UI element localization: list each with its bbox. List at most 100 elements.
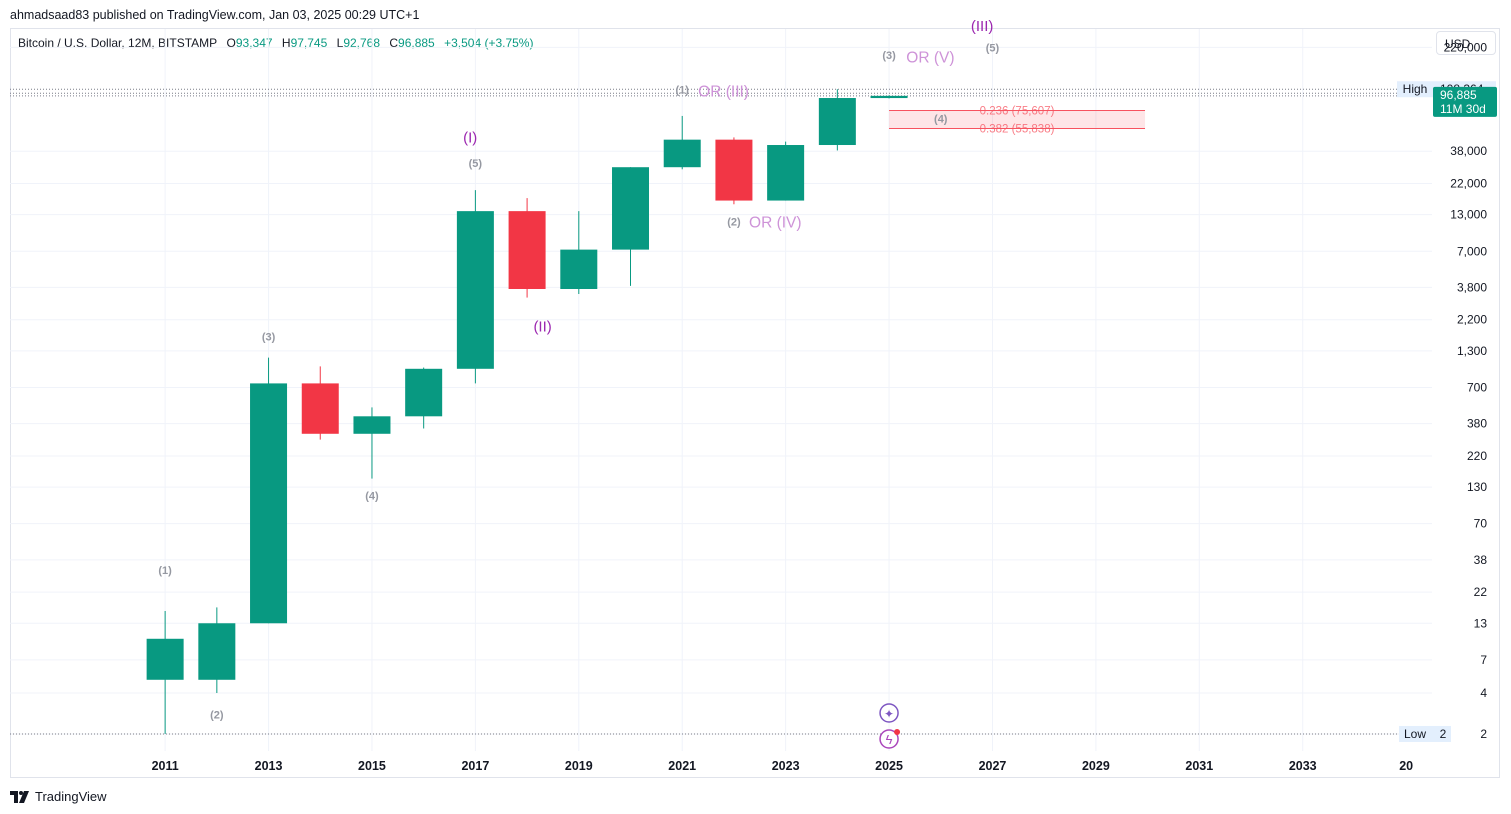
candle-body <box>818 98 856 146</box>
wave-label: (4) <box>934 113 948 125</box>
price-tag-bg <box>1433 86 1497 117</box>
published-caption: ahmadsaad83 published on TradingView.com… <box>10 8 420 22</box>
low-value: 92,768 <box>343 36 381 50</box>
y-tick-label: 700 <box>1467 380 1487 394</box>
close-label: C <box>389 36 399 50</box>
candle-2014[interactable] <box>301 366 339 440</box>
x-tick-label: 2029 <box>1082 759 1110 773</box>
high-badge-label: High <box>1403 82 1428 96</box>
reference-lines <box>10 88 1432 735</box>
high-label: H <box>281 36 291 50</box>
tradingview-brand[interactable]: TradingView <box>10 789 107 804</box>
candle-2016[interactable] <box>405 367 443 429</box>
x-tick-label: 2015 <box>358 759 386 773</box>
candle-2013[interactable] <box>250 357 288 624</box>
candle-2019[interactable] <box>560 211 598 294</box>
candles[interactable] <box>146 89 908 734</box>
candle-2020[interactable] <box>612 167 650 286</box>
lightning-icon-glyph: ϟ <box>886 732 893 747</box>
price-tag-value: 96,885 <box>1440 88 1477 102</box>
low-badge-bg <box>1399 725 1451 742</box>
candle-2023[interactable] <box>767 141 805 201</box>
x-tick-label: 2023 <box>772 759 800 773</box>
change-value: +3,504 (+3.75%) <box>444 36 534 50</box>
y-tick-label: 38 <box>1474 553 1488 567</box>
wave-label: OR (V) <box>906 50 954 67</box>
candle-body <box>663 139 701 168</box>
low-label: L <box>336 36 344 50</box>
lightning-icon-ring <box>879 729 899 749</box>
wave-label: OR (III) <box>698 83 749 100</box>
candle-2017[interactable] <box>456 190 494 384</box>
fib-retracement[interactable]: 0.236 (75,607) 0.382 (55,838) <box>889 106 1146 136</box>
wave-label: (4) <box>365 491 379 503</box>
y-tick-label: 1,300 <box>1457 344 1487 358</box>
x-tick-label: 2033 <box>1289 759 1317 773</box>
candle-2022[interactable] <box>715 137 753 205</box>
sparkle-icon-glyph: ✦ <box>884 707 894 721</box>
y-tick-label: 3,800 <box>1457 280 1487 294</box>
y-tick-label: 7,000 <box>1457 244 1487 258</box>
sparkle-icon[interactable]: ✦ <box>879 703 899 723</box>
x-tick-label: 20 <box>1399 759 1413 773</box>
high-badge-bg <box>1397 81 1433 98</box>
x-tick-label: 2017 <box>461 759 489 773</box>
y-tick-label: 2 <box>1480 727 1487 741</box>
x-tick-label: 2013 <box>255 759 283 773</box>
fib-zone <box>889 110 1146 129</box>
x-axis: 2011 2013 2015 2017 2019 2021 2023 2025 2027 2029… <box>152 759 1414 773</box>
candle-2011[interactable] <box>146 610 184 734</box>
y-tick-label: 130 <box>1467 480 1487 494</box>
wave-label: (3) <box>882 50 896 62</box>
low-badge-label: Low <box>1404 727 1426 741</box>
x-tick-label: 2031 <box>1185 759 1213 773</box>
candle-body <box>405 368 443 417</box>
candle-body <box>146 638 184 680</box>
wave-labels: (1) (2) (3) (4) (5) (I) (II) (1) OR (III) (2) OR (… <box>158 18 999 721</box>
close-value: 96,885 <box>398 36 435 50</box>
candle-body <box>560 249 598 289</box>
wave-label: (2) <box>727 217 741 229</box>
currency-button[interactable]: USD <box>1436 31 1496 55</box>
wave-label: (II) <box>533 319 551 336</box>
y-tick-label: 22 <box>1474 585 1488 599</box>
candle-body <box>198 623 236 680</box>
wave-label: (5) <box>986 43 1000 55</box>
fib-level-label: 0.236 (75,607) <box>980 106 1055 118</box>
candle-body <box>301 383 339 434</box>
low-value-label: 2 <box>1440 727 1447 741</box>
y-tick-label: 38,000 <box>1450 144 1487 158</box>
symbol-title[interactable]: Bitcoin / U.S. Dollar, 12M, BITSTAMP <box>18 36 218 50</box>
y-tick-label: 380 <box>1467 417 1487 431</box>
candle-2025[interactable] <box>870 95 908 99</box>
y-tick-label: 13 <box>1474 616 1488 630</box>
wave-label: (5) <box>469 158 483 170</box>
candle-body <box>612 167 650 250</box>
x-tick-label: 2021 <box>668 759 696 773</box>
y-tick-label: 2,200 <box>1457 313 1487 327</box>
candle-2021[interactable] <box>663 115 701 170</box>
x-tick-label: 2011 <box>152 759 179 773</box>
chart-frame <box>10 28 1500 778</box>
y-axis: 220,000 38,000 22,000 13,000 7,000 3,800 2,200… <box>1444 40 1488 741</box>
candle-2018[interactable] <box>508 198 546 298</box>
tradingview-logo-icon <box>10 790 29 803</box>
x-tick-label: 2025 <box>875 759 903 773</box>
lightning-icon[interactable]: ϟ <box>879 729 901 749</box>
symbol-legend: Bitcoin / U.S. Dollar, 12M, BITSTAMP O93… <box>18 36 533 50</box>
candle-body <box>456 211 494 369</box>
wave-label: (1) <box>675 84 689 96</box>
fib-level-label: 0.382 (55,838) <box>980 123 1055 135</box>
candle-2012[interactable] <box>198 607 236 693</box>
candle-body <box>715 139 753 201</box>
wave-label: OR (IV) <box>749 214 802 231</box>
x-tick-label: 2019 <box>565 759 593 773</box>
bottom-icons[interactable]: ✦ϟ <box>879 703 901 749</box>
wave-label: (I) <box>463 130 477 147</box>
candle-2024[interactable] <box>818 89 856 151</box>
candle-body <box>767 145 805 201</box>
candle-2015[interactable] <box>353 407 391 479</box>
y-tick-label: 13,000 <box>1450 208 1487 222</box>
